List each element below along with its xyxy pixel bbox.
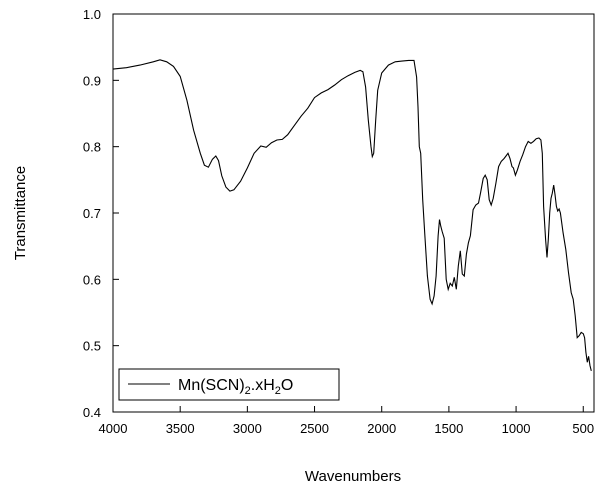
legend-label-mid: .xH bbox=[251, 377, 275, 394]
legend-label-sub1: 2 bbox=[245, 385, 251, 397]
legend-label-main: Mn(SCN) bbox=[178, 377, 245, 394]
y-tick-label: 0.7 bbox=[83, 206, 101, 221]
y-tick-label: 0.8 bbox=[83, 140, 101, 155]
legend-label: Mn(SCN)2.xH2O bbox=[178, 377, 293, 397]
x-tick-label: 500 bbox=[572, 421, 594, 436]
legend: Mn(SCN)2.xH2O bbox=[118, 368, 340, 401]
x-tick-label: 2000 bbox=[367, 421, 396, 436]
y-tick-label: 0.5 bbox=[83, 339, 101, 354]
x-tick-label: 3500 bbox=[166, 421, 195, 436]
plot-frame bbox=[112, 13, 595, 413]
x-tick-label: 4000 bbox=[99, 421, 128, 436]
x-tick-label: 1500 bbox=[434, 421, 463, 436]
y-tick-label: 0.9 bbox=[83, 73, 101, 88]
y-tick-label: 0.6 bbox=[83, 272, 101, 287]
x-tick-label: 2500 bbox=[300, 421, 329, 436]
legend-label-end: O bbox=[281, 377, 293, 394]
series-line bbox=[112, 59, 592, 372]
legend-label-sub2: 2 bbox=[275, 385, 281, 397]
y-axis-title: Transmittance bbox=[12, 166, 29, 260]
y-axis-ticks bbox=[113, 13, 119, 413]
y-tick-label: 0.4 bbox=[83, 405, 101, 420]
y-axis-tick-labels: 0.4 0.5 0.6 0.7 0.8 0.9 1.0 bbox=[83, 7, 101, 420]
x-axis-title: Wavenumbers bbox=[305, 468, 401, 485]
x-tick-label: 3000 bbox=[233, 421, 262, 436]
x-tick-label: 1000 bbox=[502, 421, 531, 436]
x-axis-ticks bbox=[112, 406, 584, 412]
x-axis-tick-labels: 4000 3500 3000 2500 2000 1500 1000 500 bbox=[99, 421, 595, 436]
y-tick-label: 1.0 bbox=[83, 7, 101, 22]
